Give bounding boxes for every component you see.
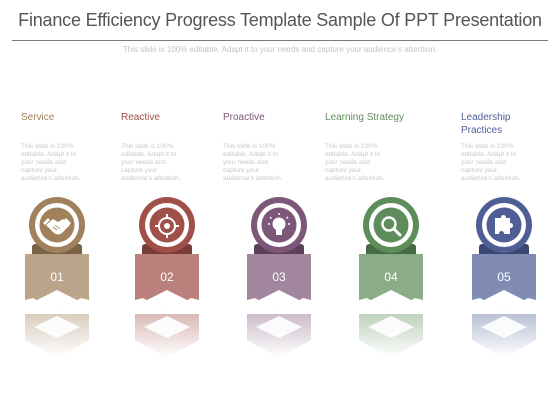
item-description-reactive: This slide is 100% editable. Adapt it to…: [121, 143, 181, 182]
stage-graphic: [247, 197, 311, 358]
stage-graphic: [472, 197, 536, 358]
stage-number: 05: [497, 270, 511, 284]
handshake-icon: [43, 218, 71, 235]
stage-graphic: [25, 197, 89, 358]
puzzle-icon: [495, 215, 513, 234]
stage-service: 01: [17, 190, 97, 420]
slide-subtitle: This slide is 100% editable. Adapt it to…: [122, 45, 438, 54]
stage-leadership-practices: 05: [464, 190, 544, 420]
slide-title: Finance Efficiency Progress Template Sam…: [18, 10, 542, 30]
stage-number: 01: [50, 270, 64, 284]
item-description-leadership-practices: This slide is 100% editable. Adapt it to…: [461, 143, 521, 182]
stage-graphic: [359, 197, 423, 358]
lightbulb-icon: [268, 213, 290, 235]
item-label-leadership-practices: Leadership Practices: [461, 112, 511, 136]
item-description-proactive: This slide is 100% editable. Adapt it to…: [223, 143, 283, 182]
item-label-proactive: Proactive: [223, 112, 265, 123]
stage-graphic: [135, 197, 199, 358]
stage-number: 04: [384, 270, 398, 284]
item-description-service: This slide is 100% editable. Adapt it to…: [21, 143, 81, 182]
stage-learning-strategy: 04: [351, 190, 431, 420]
stage-proactive: 03: [239, 190, 319, 420]
target-icon: [155, 214, 179, 238]
item-label-reactive: Reactive: [121, 112, 160, 123]
stage-reactive: 02: [127, 190, 207, 420]
stage-number: 03: [272, 270, 286, 284]
item-label-learning-strategy: Learning Strategy: [325, 112, 404, 123]
item-label-service: Service: [21, 112, 55, 123]
magnifier-icon: [381, 216, 402, 237]
stage-number: 02: [160, 270, 174, 284]
title-divider: [12, 40, 548, 41]
item-description-learning-strategy: This slide is 100% editable. Adapt it to…: [325, 143, 385, 182]
